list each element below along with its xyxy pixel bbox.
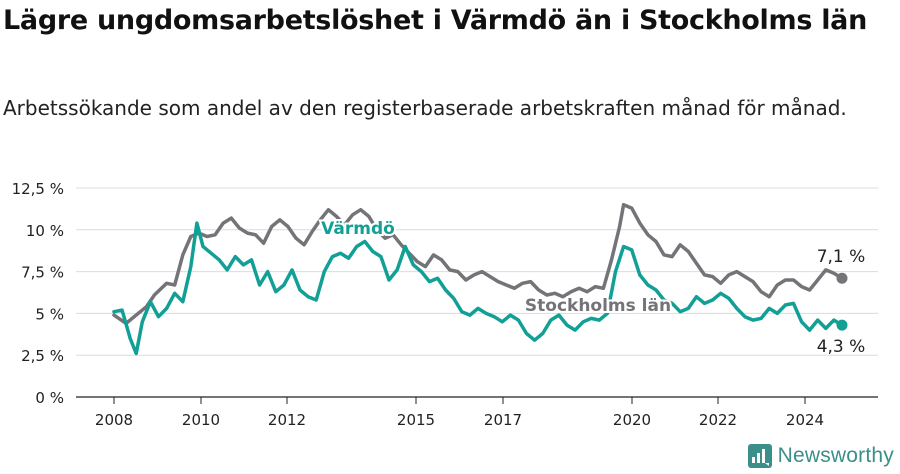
y-tick-label: 10 %	[26, 222, 64, 240]
series-labels: Värmdö Stockholms län 7,1 % 4,3 %	[319, 217, 866, 357]
series-label-stockholm: Stockholms län	[525, 296, 671, 316]
y-tick-label: 12,5 %	[12, 180, 64, 198]
brand-logo[interactable]: Newsworthy	[747, 441, 894, 471]
x-tick-label: 2012	[268, 411, 306, 429]
y-axis: 0 % 2,5 % 5 % 7,5 % 10 % 12,5 %	[12, 180, 64, 407]
end-point-stockholm	[836, 272, 848, 284]
x-axis: 2008 2010 2012 2015 2017 2020 2022 2024	[95, 397, 824, 429]
x-tick-label: 2020	[613, 411, 651, 429]
chart-title: Lägre ungdomsarbetslöshet i Värmdö än i …	[3, 5, 868, 36]
series-lines	[112, 202, 848, 356]
y-tick-label: 7,5 %	[21, 264, 64, 282]
x-tick-label: 2017	[484, 411, 522, 429]
x-tick-label: 2015	[397, 411, 435, 429]
x-tick-label: 2010	[182, 411, 220, 429]
y-tick-label: 0 %	[35, 389, 64, 407]
newsworthy-logo-icon	[747, 444, 772, 468]
y-tick-label: 2,5 %	[21, 347, 64, 365]
grid-lines	[76, 187, 878, 398]
end-value-varmdo: 4,3 %	[817, 337, 866, 357]
brand-name: Newsworthy	[777, 444, 894, 467]
x-tick-label: 2024	[786, 411, 824, 429]
chart-subtitle: Arbetssökande som andel av den registerb…	[3, 96, 847, 120]
x-tick-label: 2022	[699, 411, 737, 429]
x-tick-label: 2008	[95, 411, 133, 429]
series-line-varmdo	[112, 221, 844, 356]
end-value-stockholm: 7,1 %	[817, 247, 866, 267]
series-label-varmdo: Värmdö	[321, 219, 395, 239]
end-point-varmdo	[836, 319, 848, 331]
series-line-stockholm	[112, 202, 844, 326]
y-tick-label: 5 %	[35, 305, 64, 323]
